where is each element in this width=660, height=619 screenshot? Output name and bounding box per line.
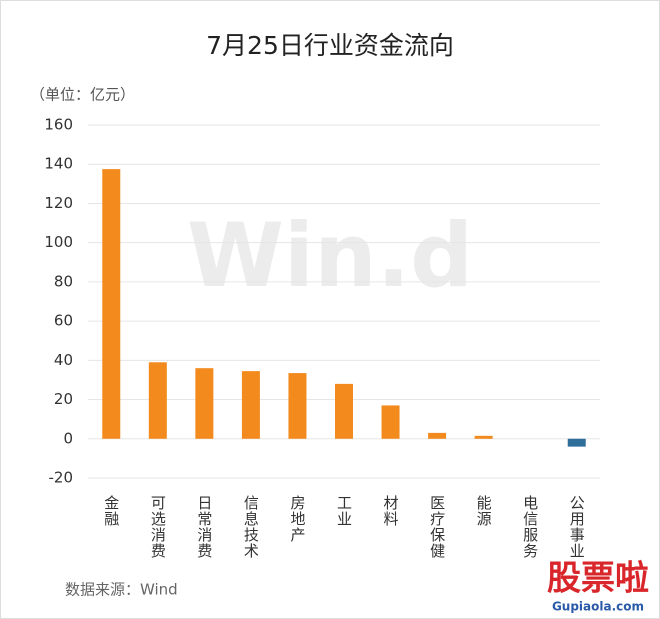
x-tick-label: 房地产 [288, 495, 306, 543]
y-tick-label: 20 [54, 390, 73, 408]
logo-url: Gupiaola.com [552, 600, 644, 614]
source: 数据来源：Wind [65, 581, 178, 599]
bar [195, 368, 214, 439]
x-tick-label: 医疗保健 [428, 495, 446, 559]
chart-title: 7月25日行业资金流向 [206, 31, 454, 60]
y-tick-label: 160 [44, 116, 73, 134]
x-tick-label: 电信服务 [521, 495, 539, 559]
bar [335, 383, 353, 439]
y-tick-label: 0 [63, 429, 73, 447]
x-tick-label: 信息技术 [242, 495, 260, 559]
watermark: Win.d [187, 204, 473, 307]
x-tick-label: 金融 [102, 495, 120, 527]
bar [428, 432, 447, 439]
x-tick-label: 工业 [335, 495, 353, 527]
x-tick-label: 可选消费 [149, 495, 167, 559]
bar [474, 435, 493, 439]
x-tick-label: 公用事业 [568, 495, 586, 559]
x-tick-label: 日常消费 [195, 495, 213, 559]
x-tick-label: 能源 [475, 495, 493, 527]
y-tick-label: 80 [54, 272, 73, 290]
y-tick-label: 120 [44, 194, 73, 212]
bar [241, 371, 260, 439]
y-tick-label: 40 [54, 351, 73, 369]
bar [567, 438, 586, 447]
y-tick-label: -20 [49, 469, 74, 487]
y-tick-label: 100 [44, 233, 73, 251]
x-tick-label: 材料 [382, 495, 400, 527]
unit-label: （单位：亿元） [30, 86, 135, 104]
y-tick-label: 140 [44, 155, 73, 173]
bar [102, 169, 121, 439]
logo-text: 股票啦 [547, 559, 649, 599]
bar [381, 405, 400, 439]
bar [148, 362, 167, 439]
bar [288, 373, 307, 439]
y-tick-label: 60 [54, 312, 73, 330]
